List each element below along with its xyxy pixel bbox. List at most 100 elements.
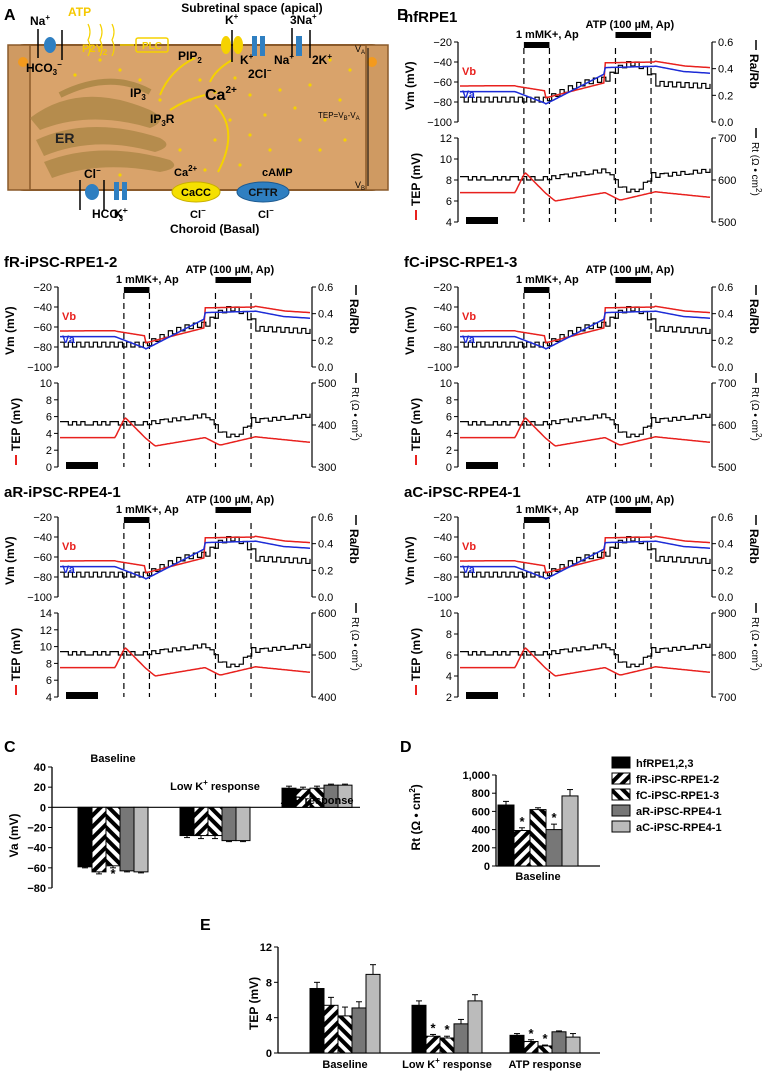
ra-rb-trace	[460, 305, 711, 348]
tep-tick-label: 8	[446, 629, 452, 641]
time-scale-bar	[466, 692, 498, 699]
category-label: Low K+ response	[402, 1056, 492, 1071]
y-tick-label: 0	[484, 861, 490, 873]
y-axis-label: Rt (Ω • cm2)	[408, 784, 423, 850]
nak-na-label: Na+	[274, 52, 294, 67]
vm-tick-label: −40	[433, 532, 452, 544]
rab-tick-label: 0.6	[718, 512, 733, 524]
bar	[119, 806, 135, 872]
bar	[365, 973, 381, 1054]
significance-star: *	[542, 1031, 548, 1046]
vm-tick-label: −80	[433, 572, 452, 584]
vm-tick-label: −40	[33, 302, 52, 314]
vm-tick-label: −100	[427, 362, 452, 374]
panel-d-label: D	[400, 739, 412, 756]
va-label: Va	[62, 334, 76, 346]
ip3r-ca-arrow	[169, 94, 206, 111]
vb-trace	[460, 60, 711, 99]
tep-equation: TEP=VB-VA	[318, 111, 360, 122]
vm-tick-label: −80	[33, 342, 52, 354]
low-k-label: 1 mMK+, Ap	[516, 29, 579, 41]
y-tick-label: 4	[266, 1013, 273, 1025]
significance-star: *	[444, 1022, 450, 1037]
rab-axis-label: Ra/Rb	[347, 529, 361, 564]
tep-axis-label: TEP (mV)	[409, 398, 423, 451]
panel-b-label: B	[397, 7, 409, 24]
legend-swatch	[611, 772, 631, 785]
bar	[77, 806, 93, 868]
y-axis-label: Va (mV)	[7, 813, 21, 857]
na-label: Na+	[30, 13, 50, 28]
basal-k-label: K+	[114, 206, 128, 221]
low-k-stimulus-bar	[123, 517, 150, 523]
rab-tick-label: 0.2	[318, 335, 333, 347]
ca-cacc-arrow	[214, 104, 230, 173]
rt-trace	[460, 643, 711, 668]
tep-tick-label: 10	[40, 642, 52, 654]
vm-axis-label: Vm (mV)	[403, 536, 417, 585]
legend-label: aC-iPSC-RPE4-1	[636, 822, 722, 834]
y-tick-label: 600	[472, 806, 490, 818]
bar	[207, 806, 223, 837]
rab-tick-label: 0.4	[718, 309, 733, 321]
tep-tick-label: 12	[40, 625, 52, 637]
atp-label: ATP (100 µM, Ap)	[185, 264, 274, 276]
rab-tick-label: 0.0	[318, 362, 333, 374]
legend-label: fC-iPSC-RPE1-3	[636, 790, 719, 802]
y-tick-label: −20	[27, 823, 46, 835]
vm-tick-label: −100	[427, 117, 452, 129]
cacc-cl-label: Cl−	[190, 206, 206, 221]
rt-trace	[60, 413, 311, 438]
bar	[529, 809, 547, 867]
bar	[193, 806, 209, 837]
rt-tick-label: 400	[318, 420, 336, 432]
cacc-channel	[171, 181, 221, 203]
tep-axis-label: TEP (mV)	[9, 628, 23, 681]
atp-stimulus-bar	[215, 277, 252, 283]
va-trace	[60, 540, 311, 580]
rt-tick-label: 500	[718, 217, 736, 229]
k2-label: K+	[240, 52, 254, 67]
vm-axis-label: Vm (mV)	[3, 536, 17, 585]
tep-tick-label: 4	[46, 428, 52, 440]
y-tick-label: −60	[27, 863, 46, 875]
low-k-label: 1 mMK+, Ap	[116, 274, 179, 286]
legend-label: aR-iPSC-RPE4-1	[636, 806, 722, 818]
tep-tick-label: 0	[446, 462, 452, 474]
tep-trace	[60, 647, 311, 677]
vb-label: VB	[355, 180, 365, 192]
atp-label: ATP (100 µM, Ap)	[185, 494, 274, 506]
vm-tick-label: −20	[33, 512, 52, 524]
rt-axis-label: Rt (Ω • cm2)	[749, 142, 763, 196]
rab-tick-label: 0.0	[718, 592, 733, 604]
vb-label: Vb	[62, 541, 76, 553]
bar	[497, 804, 515, 867]
significance-star: *	[519, 814, 525, 829]
tep-tick-label: 6	[446, 412, 452, 424]
va-label: Va	[462, 89, 476, 101]
ca-k-arrow	[209, 59, 233, 83]
tep-tick-label: 12	[440, 133, 452, 145]
trace-panel-2: fC-iPSC-RPE1-3 1 mMK+, Ap ATP (100 µM, Ap)…	[403, 254, 763, 474]
bar	[91, 806, 107, 873]
rt-axis-label: Rt (Ω • cm2)	[749, 387, 763, 441]
bar	[337, 1015, 353, 1054]
rab-tick-label: 0.6	[718, 282, 733, 294]
tep-tick-label: 14	[40, 608, 52, 620]
rt-tick-label: 700	[718, 692, 736, 704]
rab-tick-label: 0.0	[718, 117, 733, 129]
plc-label: PLC	[142, 41, 162, 52]
p2y2-receptor-icon	[87, 23, 115, 57]
3na-label: 3Na+	[290, 12, 317, 27]
atp-label: ATP	[68, 5, 91, 19]
bar	[467, 1000, 483, 1054]
y-tick-label: 0	[40, 802, 46, 814]
trace-panel-0: hfRPE1 1 mMK+, Ap ATP (100 µM, Ap) −20 −40 −6…	[403, 9, 763, 229]
cftr-channel	[236, 181, 290, 203]
bar	[523, 1041, 539, 1054]
rab-tick-label: 0.2	[318, 565, 333, 577]
low-k-label: 1 mMK+, Ap	[516, 504, 579, 516]
vm-tick-label: −40	[433, 57, 452, 69]
rt-trace	[460, 168, 711, 193]
atp-label: ATP (100 µM, Ap)	[585, 264, 674, 276]
